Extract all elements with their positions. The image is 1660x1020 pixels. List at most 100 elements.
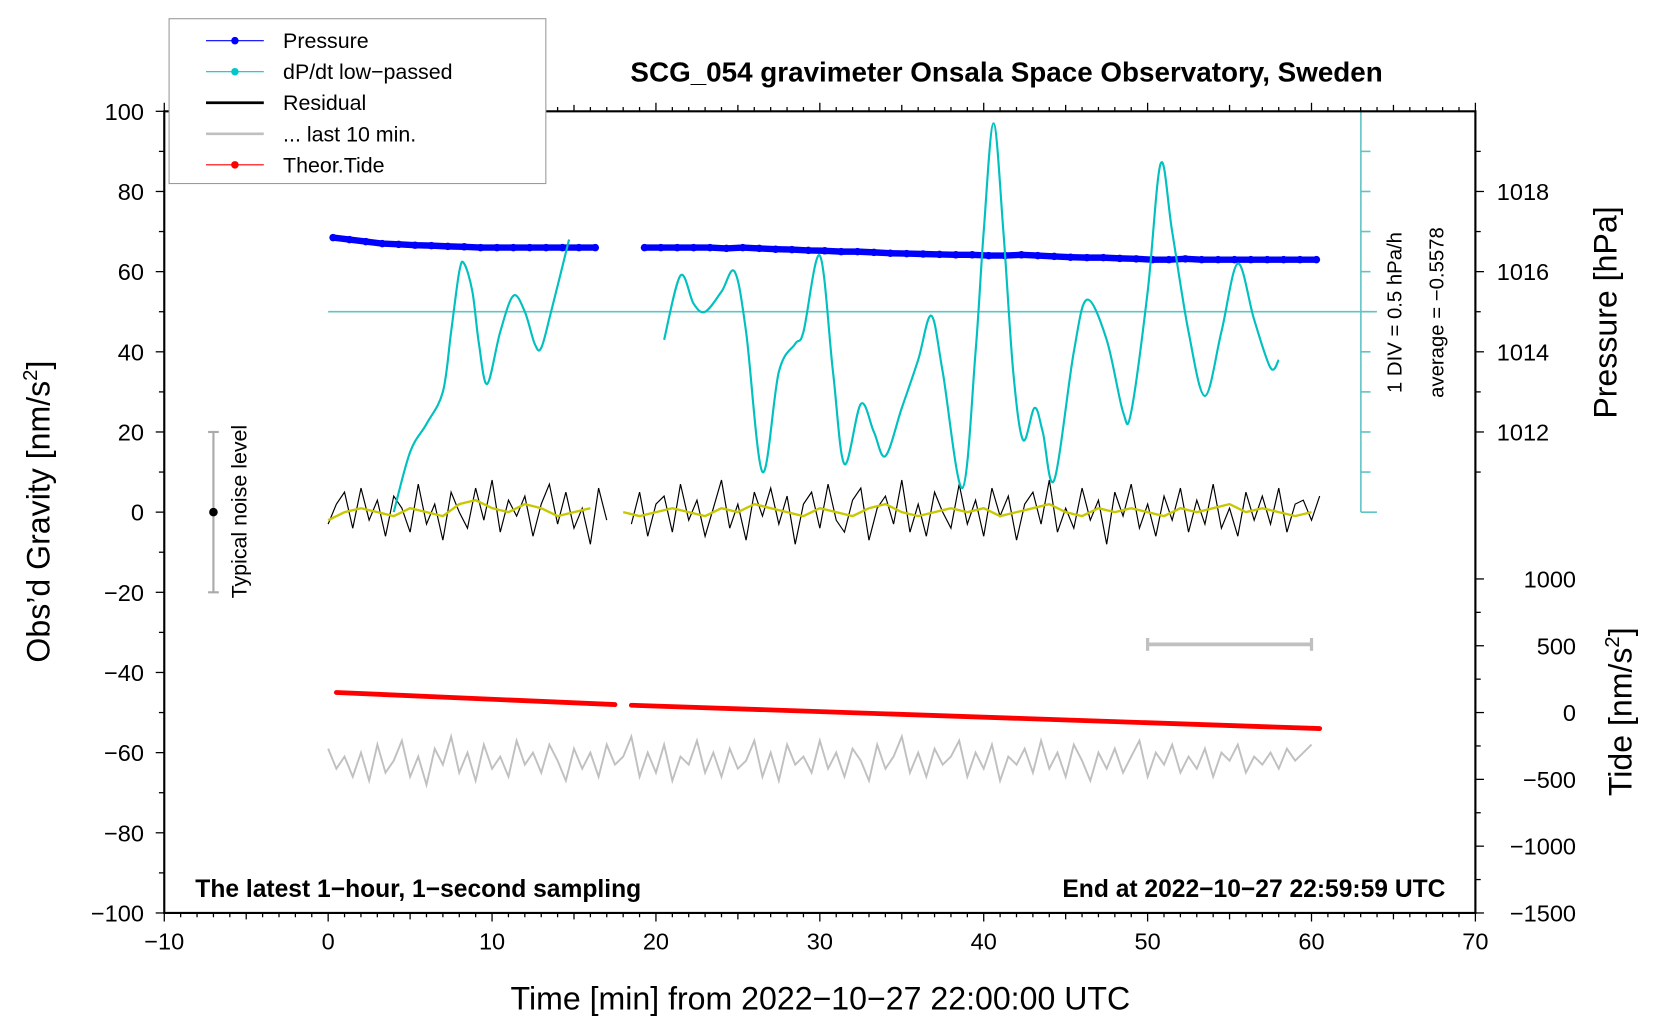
x-tick-label: 20 — [643, 928, 669, 954]
pressure-point — [771, 245, 780, 253]
pressure-point — [444, 242, 452, 251]
legend-label: Theor.Tide — [283, 153, 384, 177]
pressure-point — [902, 249, 911, 258]
pressure-point — [1181, 255, 1190, 263]
legend-label: Pressure — [283, 29, 369, 53]
pressure-point — [919, 250, 927, 258]
pressure-tick-label: 1014 — [1497, 339, 1549, 365]
y-axis-title-main: Obs’d Gravity [nm/s — [21, 381, 57, 663]
theor-tide-line — [333, 690, 1323, 731]
pressure-point — [870, 248, 878, 257]
pressure-point — [1312, 255, 1321, 264]
plot-marks — [208, 110, 1377, 789]
bottom-right-annotation: End at 2022−10−27 22:59:59 UTC — [1062, 876, 1445, 903]
pressure-point — [853, 247, 862, 256]
pressure-point — [706, 243, 714, 252]
pressure-point — [984, 251, 993, 260]
x-tick-label: 10 — [479, 928, 505, 954]
pressure-point — [837, 247, 845, 256]
pressure-point — [1279, 255, 1288, 264]
y-tick-label: −40 — [104, 660, 144, 686]
pressure-point — [1066, 253, 1075, 261]
pressure-point — [526, 243, 534, 252]
legend-entry: Pressure — [206, 29, 369, 53]
legend-box — [168, 18, 547, 185]
y-tick-label: 80 — [118, 179, 144, 205]
y-tick-label: 60 — [118, 259, 144, 285]
tide-tick-label: −1000 — [1510, 834, 1576, 860]
legend-swatch-marker — [231, 161, 239, 169]
x-tick-label: 40 — [971, 928, 997, 954]
pressure-point — [1132, 255, 1140, 263]
last-10-min-line — [327, 732, 1313, 789]
pressure-point — [345, 235, 354, 244]
bottom-left-annotation: The latest 1−hour, 1−second sampling — [195, 876, 641, 903]
x-tick-label: 30 — [807, 928, 833, 954]
pressure-point — [1247, 255, 1255, 264]
legend-swatch-marker — [231, 36, 239, 45]
pressure-point — [542, 243, 550, 252]
div-label: 1 DIV = 0.5 hPa/h — [1385, 232, 1407, 393]
x-tick-label: 70 — [1462, 928, 1488, 954]
pressure-tick-label: 1018 — [1497, 179, 1549, 205]
y-tick-label: −80 — [104, 820, 144, 846]
x-axis-title: Time [min] from 2022−10−27 22:00:00 UTC — [511, 980, 1131, 1016]
pressure-point — [722, 244, 731, 253]
pressure-point — [362, 237, 370, 246]
legend-label: ... last 10 min. — [283, 122, 416, 146]
pressure-point — [1296, 255, 1304, 264]
noise-level-center-dot — [209, 507, 218, 517]
y-tick-label: 40 — [118, 339, 144, 365]
pressure-point — [804, 246, 813, 255]
pressure-point — [476, 243, 485, 252]
noise-level-label: Typical noise level — [228, 425, 252, 599]
y-tick-label: 20 — [118, 420, 144, 446]
pressure-point — [575, 243, 583, 252]
y-tick-label: 0 — [131, 500, 144, 526]
y-tick-label: 100 — [105, 99, 144, 125]
tide-axis-title: Tide [nm/s2] — [1602, 627, 1639, 796]
tide-tick-label: 1000 — [1524, 567, 1576, 593]
pressure-point — [1050, 252, 1058, 261]
residual-line — [327, 479, 1321, 545]
x-tick-label: 50 — [1135, 928, 1161, 954]
pressure-tick-label: 1012 — [1497, 420, 1549, 446]
pressure-point — [460, 243, 468, 251]
y-tick-label: −20 — [104, 580, 144, 606]
x-tick-label: 0 — [322, 928, 335, 954]
tide-axis-title-sup: 2 — [1602, 636, 1624, 647]
dpdt-low-passed-line — [663, 122, 1280, 490]
x-tick-label: −10 — [144, 928, 184, 954]
pressure-point — [493, 243, 501, 252]
pressure-point — [935, 250, 944, 259]
legend-label: dP/dt low−passed — [283, 60, 452, 84]
axes: −10 0 10 20 30 40 50 60 70100806040200−20−40−60−… — [91, 99, 1576, 954]
dpdt-low-passed-line — [392, 239, 571, 513]
residual-smoothed-line — [327, 498, 1312, 522]
legend: Pressure dP/dt low−passed Residual ... last… — [168, 18, 547, 185]
pressure-point — [1083, 253, 1091, 262]
legend-entry: ... last 10 min. — [206, 122, 416, 146]
y-tick-label: −100 — [91, 901, 144, 927]
pressure-point — [788, 245, 796, 254]
legend-label: Residual — [283, 91, 366, 115]
pressure-point — [755, 244, 763, 253]
y-axis-title: Obs’d Gravity [nm/s2] — [20, 361, 57, 663]
pressure-point — [591, 243, 600, 252]
pressure-point — [673, 243, 681, 252]
pressure-point — [329, 233, 337, 242]
pressure-axis-title: Pressure [hPa] — [1588, 206, 1624, 418]
pressure-point — [411, 241, 419, 249]
y-axis-title-sup: 2 — [20, 370, 42, 381]
pressure-point — [509, 243, 518, 252]
pressure-point — [1099, 253, 1108, 262]
pressure-point — [558, 243, 567, 252]
pressure-point — [640, 243, 649, 252]
pressure-point — [739, 243, 747, 252]
tide-axis-title-end: ] — [1603, 627, 1639, 636]
pressure-point — [427, 241, 436, 250]
legend-entries: Pressure dP/dt low−passed Residual ... last… — [206, 29, 453, 177]
pressure-point — [1214, 255, 1222, 264]
chart-title: SCG_054 gravimeter Onsala Space Observat… — [630, 56, 1382, 87]
